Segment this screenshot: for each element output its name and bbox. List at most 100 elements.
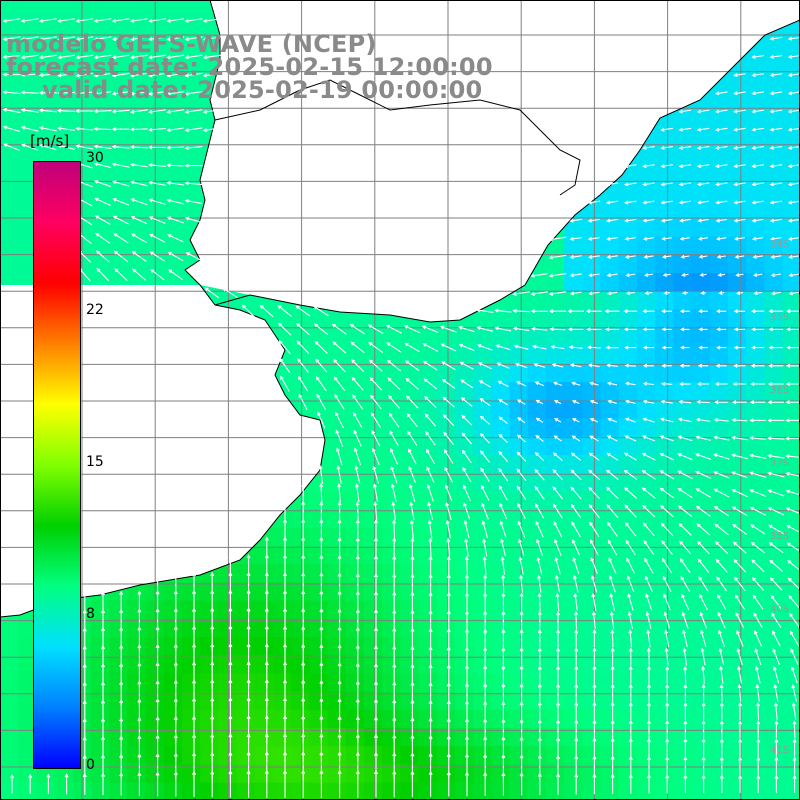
field-cell (618, 273, 638, 292)
wind-arrow (697, 558, 710, 573)
wind-arrow (129, 162, 148, 168)
wind-arrow (113, 250, 129, 263)
wind-arrow (646, 683, 652, 702)
wind-arrow (643, 273, 653, 278)
field-cell (182, 618, 201, 638)
field-cell (546, 728, 565, 747)
wind-arrow (519, 610, 524, 630)
wind-arrow (731, 488, 748, 498)
wind-arrow (683, 738, 688, 757)
wind-arrow (749, 400, 766, 405)
wind-arrow (184, 145, 203, 150)
wind-arrow (497, 380, 509, 388)
wind-arrow (752, 594, 764, 610)
wind-arrow (478, 380, 491, 388)
wind-arrow (443, 449, 454, 464)
wind-arrow (554, 574, 561, 593)
field-cell (163, 182, 183, 201)
field-cell (764, 782, 784, 800)
field-cell (455, 618, 474, 638)
field-cell (564, 382, 583, 401)
wind-arrow (714, 127, 728, 132)
wind-arrow (664, 629, 670, 648)
field-cell (564, 400, 583, 420)
field-cell (728, 345, 747, 365)
field-cell (91, 746, 110, 765)
field-cell (455, 673, 474, 693)
field-cell (746, 473, 765, 492)
wind-arrow (753, 630, 763, 647)
field-cell (309, 400, 329, 420)
wind-arrow (2, 90, 21, 95)
field-cell (418, 691, 438, 711)
field-cell (345, 582, 365, 602)
wind-arrow (278, 322, 292, 336)
field-cell (291, 546, 310, 565)
field-cell (327, 782, 347, 800)
field-cell (109, 236, 128, 256)
wind-arrow (643, 539, 655, 555)
field-cell (655, 418, 674, 438)
wind-arrow (479, 415, 491, 425)
field-cell (364, 655, 383, 674)
field-cell (637, 327, 656, 347)
wind-arrow (501, 610, 506, 630)
wind-arrow (111, 18, 130, 23)
wind-arrow (589, 521, 600, 537)
wind-arrow (166, 127, 185, 133)
wind-arrow (751, 200, 764, 205)
wind-arrow (57, 126, 75, 131)
wind-arrow (498, 416, 508, 425)
wind-arrow (696, 164, 710, 169)
field-cell (455, 637, 474, 656)
wind-arrow (642, 309, 655, 314)
field-cell (600, 637, 620, 656)
field-cell (764, 728, 784, 747)
wind-arrow (298, 393, 308, 411)
field-cell (127, 673, 147, 693)
wind-arrow (587, 236, 600, 241)
field-cell (182, 582, 201, 602)
wind-arrow (571, 435, 581, 442)
field-cell (254, 564, 274, 583)
wind-arrow (698, 309, 708, 314)
field-cell (618, 709, 638, 729)
field-cell (491, 709, 511, 729)
wind-arrow (571, 539, 581, 556)
wind-arrow (624, 504, 637, 518)
wind-arrow (494, 326, 512, 332)
field-cell (728, 546, 747, 565)
wind-arrow (202, 72, 221, 78)
wind-arrow (316, 393, 327, 410)
field-cell (582, 345, 602, 365)
field-cell (236, 600, 256, 620)
field-cell (764, 91, 784, 110)
wind-arrow (785, 436, 800, 441)
field-cell (527, 728, 547, 747)
wind-arrow (678, 522, 692, 536)
wind-arrow (787, 200, 800, 205)
field-cell (182, 600, 201, 620)
wind-arrow (512, 291, 530, 296)
field-cell (746, 109, 765, 128)
wind-arrow (788, 291, 800, 296)
field-cell (0, 72, 19, 92)
wind-arrow (713, 470, 730, 479)
field-cell (436, 491, 456, 511)
wind-arrow (680, 254, 690, 259)
wind-arrow (204, 287, 220, 299)
field-cell (564, 327, 583, 347)
wind-arrow (768, 309, 784, 314)
field-cell (691, 491, 711, 511)
field-cell (345, 491, 365, 511)
wind-arrow (767, 400, 785, 405)
wind-arrow (410, 627, 415, 649)
field-cell (546, 345, 565, 365)
field-cell (709, 673, 729, 693)
field-cell (200, 582, 219, 602)
field-cell (764, 527, 784, 547)
wind-arrow (319, 518, 324, 540)
field-cell (273, 709, 292, 729)
wind-arrow (713, 417, 729, 422)
wind-arrow (641, 435, 656, 442)
